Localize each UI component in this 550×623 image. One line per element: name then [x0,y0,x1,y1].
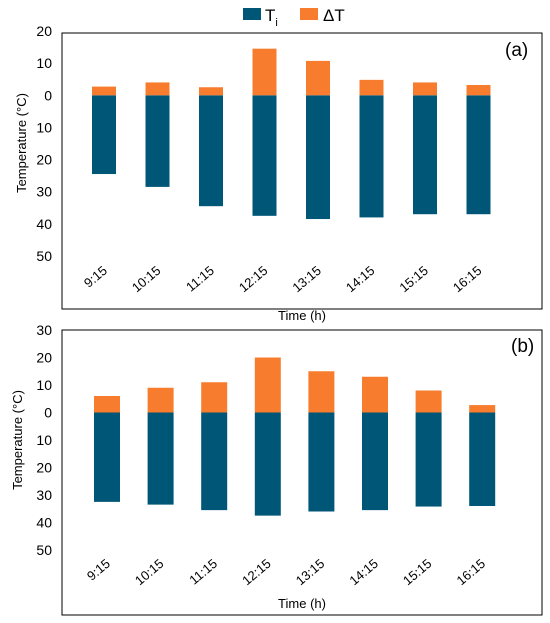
x-axis-title-b: Time (h) [278,596,326,611]
bar-ti [94,412,120,502]
legend: Ti ΔT [243,6,345,29]
bar-delta-t [306,60,330,96]
y-tick-label: 30 [36,184,52,200]
bar-ti [92,95,116,175]
bar-ti [147,412,174,505]
bar-ti [308,412,335,512]
legend-label-ti: Ti [265,6,278,29]
y-tick-label: 20 [36,460,52,476]
x-tick-label: 11:15 [186,556,220,588]
x-tick-label: 15:15 [400,556,435,588]
x-tick-label: 15:15 [396,263,431,295]
bar-delta-t [469,405,496,413]
y-tick-label: 10 [36,119,52,135]
y-tick-label: 40 [36,216,52,232]
legend-label-delta-t: ΔT [323,6,345,25]
x-tick-label: 10:15 [129,263,164,295]
plot-frame-a [61,32,543,310]
x-tick-label: 13:15 [293,556,328,588]
y-tick-label: 10 [36,377,52,393]
bar-delta-t [413,82,437,96]
y-tick-label: 30 [36,322,52,338]
x-ticks-a: 9:15 10:15 11:15 12:15 13:15 14:15 15:15 16:15 [81,263,485,295]
bar-ti [199,95,223,207]
y-tick-label: 50 [36,542,52,558]
y-tick-label: 40 [36,515,52,531]
panel-label-b: (b) [511,336,534,357]
x-tick-label: 14:15 [346,556,381,588]
bar-ti [145,95,170,187]
bar-delta-t [415,390,442,413]
bar-delta-t [147,387,174,413]
bar-delta-t [466,85,491,96]
bar-delta-t [145,82,170,96]
x-tick-label: 10:15 [132,556,167,588]
bar-ti [415,412,442,507]
y-axis-title-a: Temperature (°C) [14,93,29,193]
y-tick-label: 50 [36,248,52,264]
legend-swatch-delta-t [300,8,318,20]
y-tick-label: 30 [36,487,52,503]
bar-delta-t [362,376,388,413]
x-tick-label: 16:15 [450,263,485,295]
bar-ti [413,95,437,215]
x-tick-label: 16:15 [454,556,489,588]
plot-frame-b [61,329,543,616]
bar-ti [362,412,388,511]
x-ticks-b: 9:15 10:15 11:15 12:15 13:15 14:15 15:15 16:15 [84,556,488,588]
bar-delta-t [254,357,281,413]
bar-ti [201,412,228,511]
bar-ti [252,95,277,216]
y-tick-label: 10 [36,55,52,71]
y-ticks-a: 20 10 0 10 20 30 40 50 [36,23,52,264]
bar-delta-t [252,48,277,96]
bar-ti [254,412,281,516]
chart-panel-b: (b) Time (h) Temperature (°C) 30 20 10 0 10 2… [10,322,543,616]
bar-delta-t [308,371,335,413]
y-axis-title-b: Temperature (°C) [10,390,25,490]
x-tick-label: 13:15 [289,263,324,295]
x-tick-label: 12:15 [236,263,271,295]
y-tick-label: 0 [44,87,52,103]
bars-b [94,357,496,516]
bars-a [92,48,491,220]
x-tick-label: 9:15 [81,263,110,291]
x-axis-title-a: Time (h) [278,308,326,323]
panel-label-a: (a) [505,40,528,61]
bar-ti [466,95,491,215]
bar-ti [469,412,496,506]
bar-delta-t [359,79,384,96]
bar-ti [359,95,384,218]
bar-delta-t [199,87,223,96]
y-tick-label: 20 [36,23,52,39]
bar-ti [306,95,330,220]
x-tick-label: 12:15 [239,556,274,588]
x-tick-label: 9:15 [84,556,113,584]
bar-delta-t [201,382,228,413]
x-tick-label: 11:15 [183,263,217,295]
chart-panel-a: (a) Time (h) Temperature (°C) 20 10 0 10 20 3… [14,23,543,323]
y-tick-label: 10 [36,432,52,448]
y-tick-label: 20 [36,152,52,168]
y-tick-label: 0 [44,405,52,421]
y-ticks-b: 30 20 10 0 10 20 30 40 50 [36,322,52,558]
y-tick-label: 20 [36,350,52,366]
legend-swatch-ti [243,8,261,20]
bar-delta-t [92,86,116,96]
bar-delta-t [94,396,120,413]
x-tick-label: 14:15 [343,263,378,295]
